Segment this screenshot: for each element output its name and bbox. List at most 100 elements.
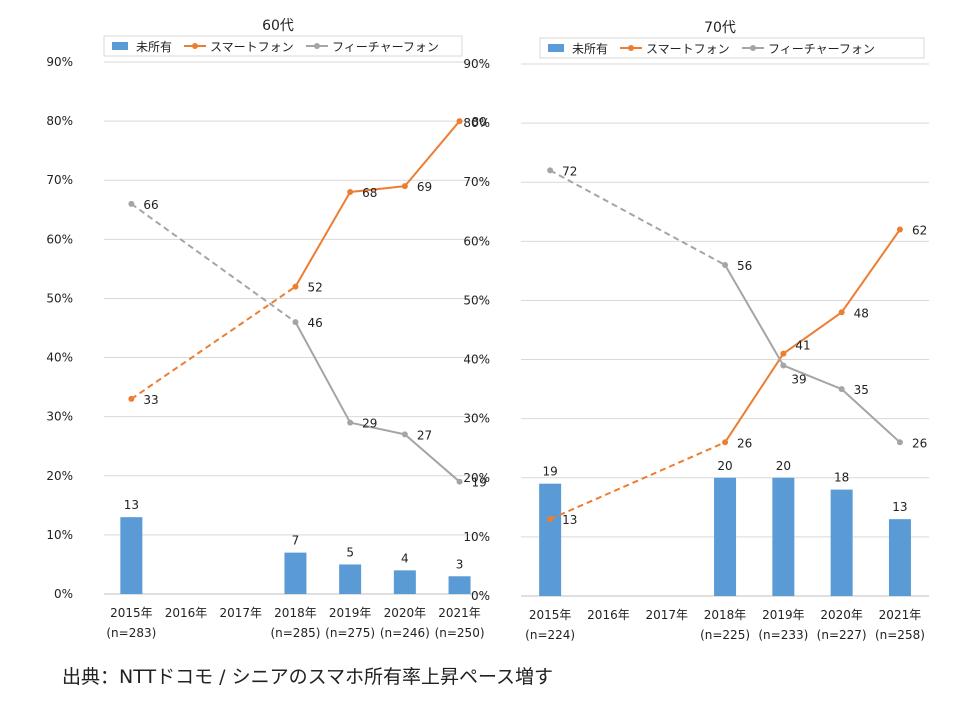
series-marker	[780, 350, 787, 357]
legend-item: スマートフォン	[184, 40, 294, 54]
x-sample-size-label: (n=227)	[817, 628, 867, 642]
x-tick-label: 2015年	[529, 608, 572, 622]
series-marker	[896, 226, 903, 233]
x-tick-label: 2017年	[645, 608, 688, 622]
legend-box	[103, 35, 463, 57]
x-tick-label: 2015年	[110, 606, 153, 620]
series-segment	[294, 321, 352, 424]
line-data-label: 33	[143, 393, 158, 407]
bar-data-label: 7	[292, 534, 300, 548]
x-sample-size-label: (n=285)	[270, 626, 320, 640]
bar-data-label: 19	[543, 465, 558, 479]
y-tick-label: 30%	[46, 410, 73, 424]
legend-swatch-marker	[314, 43, 320, 49]
x-sample-size-label: (n=258)	[875, 628, 925, 642]
legend-label: フィーチャーフォン	[332, 40, 439, 54]
legend-item: 未所有	[548, 42, 608, 56]
series-segment-dashed	[130, 203, 297, 323]
series-segment	[294, 191, 352, 288]
bar	[339, 564, 362, 594]
bar	[772, 477, 795, 596]
legend-item: 未所有	[112, 40, 172, 54]
line-data-label: 69	[417, 180, 432, 194]
bar-data-label: 4	[401, 551, 409, 565]
series-segment	[840, 228, 901, 313]
line-data-label: 26	[737, 436, 752, 450]
x-sample-size-label: (n=283)	[106, 626, 156, 640]
bar	[830, 489, 853, 596]
series-segment	[350, 185, 405, 194]
x-tick-label: 2017年	[219, 606, 262, 620]
x-tick-label: 2016年	[587, 608, 630, 622]
line-data-label: 13	[562, 513, 577, 527]
series-segment	[724, 264, 785, 366]
line-data-label: 62	[912, 224, 927, 238]
line-data-label: 19	[472, 476, 487, 490]
y-tick-label: 0%	[54, 587, 73, 601]
x-tick-label: 2018年	[704, 608, 747, 622]
x-tick-label: 2019年	[329, 606, 372, 620]
chart-panel-1: 60代0%10%20%30%40%50%60%70%80%90%2015年(n=…	[46, 18, 487, 640]
legend-label: スマートフォン	[646, 42, 730, 56]
bar-data-label: 20	[776, 459, 791, 473]
series-marker	[456, 118, 463, 125]
bar-data-label: 13	[124, 498, 139, 512]
y-tick-label: 60%	[46, 232, 73, 246]
bar-data-label: 3	[456, 557, 464, 571]
y-tick-label: 10%	[46, 528, 73, 542]
line-data-label: 41	[795, 339, 810, 353]
bar	[393, 570, 416, 594]
series-segment	[404, 120, 461, 187]
y-tick-label: 30%	[463, 412, 490, 426]
x-sample-size-label: (n=246)	[380, 626, 430, 640]
bar-data-label: 18	[834, 471, 849, 485]
bar-data-label: 20	[717, 459, 732, 473]
series-marker	[347, 419, 354, 426]
series-segment	[840, 388, 901, 444]
bar	[888, 519, 911, 596]
x-tick-label: 2020年	[384, 606, 427, 620]
line-data-label: 68	[362, 186, 377, 200]
legend-item: フィーチャーフォン	[306, 40, 439, 54]
bar	[714, 477, 737, 596]
bar	[284, 552, 307, 594]
x-sample-size-label: (n=225)	[700, 628, 750, 642]
series-marker	[780, 362, 787, 369]
legend-item: スマートフォン	[620, 42, 730, 56]
y-tick-label: 80%	[463, 116, 490, 130]
y-tick-label: 60%	[463, 234, 490, 248]
line-data-label: 72	[562, 164, 577, 178]
legend-swatch-marker	[192, 43, 198, 49]
legend-swatch-marker	[628, 45, 634, 51]
series-segment-dashed	[130, 285, 297, 400]
x-sample-size-label: (n=224)	[525, 628, 575, 642]
x-tick-label: 2018年	[274, 606, 317, 620]
y-tick-label: 50%	[46, 291, 73, 305]
chart-title: 70代	[704, 20, 736, 36]
series-segment	[724, 353, 785, 443]
series-segment	[349, 421, 406, 436]
series-marker	[347, 189, 354, 196]
legend-box	[539, 37, 925, 59]
y-tick-label: 50%	[463, 293, 490, 307]
legend-swatch-bar	[112, 42, 128, 50]
series-segment	[782, 311, 843, 355]
x-sample-size-label: (n=233)	[758, 628, 808, 642]
line-data-label: 52	[307, 281, 322, 295]
series-segment-dashed	[549, 169, 726, 266]
y-tick-label: 70%	[463, 175, 490, 189]
y-tick-label: 90%	[463, 57, 490, 71]
line-data-label: 80	[472, 115, 487, 129]
chart-panel-2: 70代 0% 10% 20% 30% 40% 50% 60% 70% 80% 90% 2015年 (n=…	[463, 20, 930, 642]
series-segment-dashed	[549, 441, 726, 521]
y-tick-label: 40%	[463, 353, 490, 367]
source-caption: 出典：NTTドコモ / シニアのスマホ所有率上昇ペース増す	[62, 666, 554, 688]
x-tick-label: 2021年	[879, 608, 922, 622]
line-data-label: 35	[854, 383, 869, 397]
x-sample-size-label: (n=275)	[325, 626, 375, 640]
legend-swatch-marker	[750, 45, 756, 51]
y-tick-label: 40%	[46, 351, 73, 365]
bar-data-label: 5	[346, 545, 354, 559]
series-marker	[838, 386, 845, 393]
